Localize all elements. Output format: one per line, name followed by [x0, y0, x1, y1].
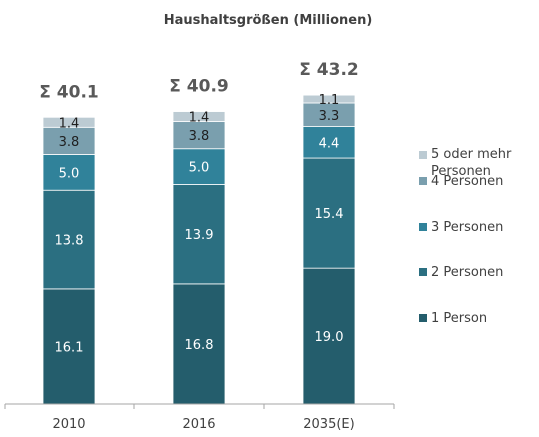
- legend-swatch: [419, 223, 427, 231]
- data-label: 13.9: [185, 228, 214, 243]
- data-label: 1.4: [59, 116, 80, 131]
- data-label: 1.4: [189, 111, 210, 126]
- total-label: Σ 43.2: [299, 60, 358, 80]
- data-label: 3.8: [189, 129, 210, 144]
- bar-segment-4-1: [42, 126, 96, 155]
- bar-segment-5-3: [302, 94, 356, 104]
- bar-segment-2-1: [42, 189, 96, 290]
- bar-segment-5-1: [42, 116, 96, 128]
- data-label: 15.4: [315, 207, 344, 222]
- data-label: 13.8: [55, 234, 84, 249]
- x-tick-label: 2035(E): [303, 417, 354, 432]
- x-tick-label: 2010: [52, 417, 85, 432]
- total-label: Σ 40.9: [169, 77, 228, 97]
- legend-label: 2 Personen: [431, 265, 503, 280]
- chart-title: Haushaltsgrößen (Millionen): [164, 13, 373, 28]
- legend-label: 1 Person: [431, 311, 487, 326]
- legend-swatch: [419, 268, 427, 276]
- data-label: 3.8: [59, 135, 80, 150]
- bars-group: 16.1 13.8 5.0 3.8 1.4 Σ 40.1 16.8 13.9 5.0 3.8 1.4…: [39, 60, 359, 405]
- data-label: 1.1: [319, 93, 340, 108]
- x-tick-label: 2016: [182, 417, 215, 432]
- data-label: 19.0: [315, 330, 344, 345]
- bar-segment-5-2: [172, 111, 226, 122]
- x-axis: 2010 2016 2035(E): [4, 403, 395, 432]
- bar-segment-1-3: [302, 267, 356, 405]
- bar-segment-4-2: [172, 121, 226, 150]
- data-label: 3.3: [319, 109, 340, 124]
- legend-label: 3 Personen: [431, 220, 503, 235]
- data-label: 5.0: [59, 166, 80, 181]
- legend-label: 5 oder mehr Personen: [431, 147, 512, 179]
- total-label: Σ 40.1: [39, 82, 98, 102]
- bar-segment-2-2: [172, 184, 226, 285]
- bar-segment-1-1: [42, 288, 96, 405]
- legend-swatch: [419, 314, 427, 322]
- data-label: 16.8: [185, 338, 214, 353]
- legend-swatch: [419, 151, 427, 159]
- data-label: 4.4: [319, 136, 340, 151]
- legend-swatch: [419, 177, 427, 185]
- bar-segment-3-2: [172, 148, 226, 185]
- bar-segment-2-3: [302, 157, 356, 269]
- legend-label: 4 Personen: [431, 174, 503, 189]
- data-label: 16.1: [55, 340, 84, 355]
- data-label: 5.0: [189, 161, 210, 176]
